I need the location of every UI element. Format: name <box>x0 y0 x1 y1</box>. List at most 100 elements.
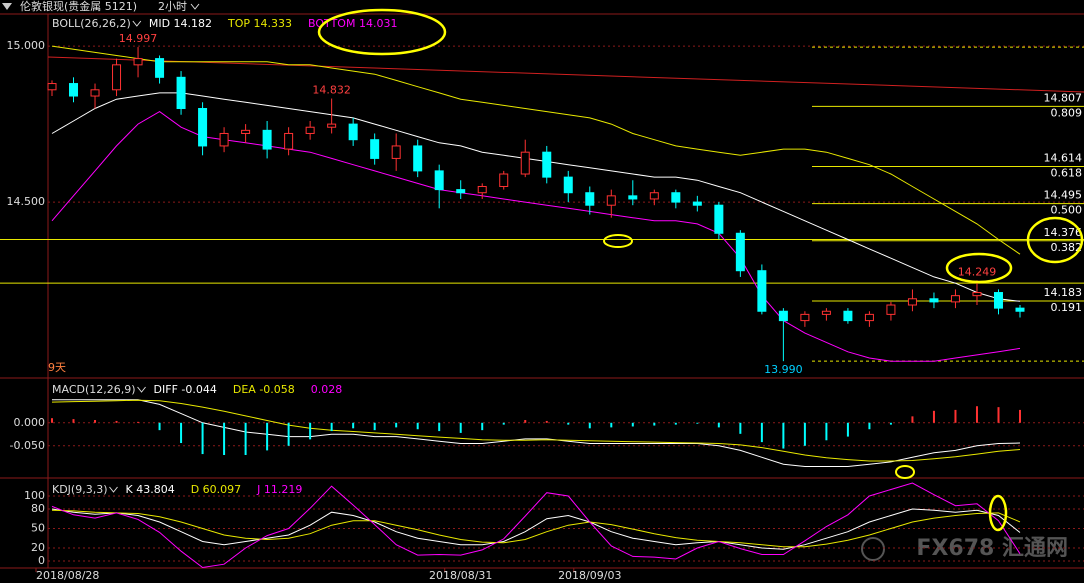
candle-body <box>929 298 939 303</box>
candle-body <box>370 139 380 159</box>
candle-body <box>391 145 401 159</box>
candle-body <box>843 310 853 322</box>
y-tick-label: -0.050 <box>10 439 45 452</box>
legend-entry: MID 14.182 <box>149 17 212 30</box>
candle-body <box>972 292 982 297</box>
price-annotation: 14.832 <box>312 84 351 97</box>
indicator-line <box>51 482 1021 569</box>
legend-title: KDJ(9,3,3) <box>52 483 108 496</box>
legend-entry: 0.028 <box>311 383 343 396</box>
candle-body <box>112 64 122 91</box>
candle-body <box>950 295 960 303</box>
candle-body <box>241 129 251 134</box>
candle-body <box>456 189 466 194</box>
candle-body <box>47 83 57 91</box>
candle-body <box>886 304 896 315</box>
indicator-line <box>51 111 1021 362</box>
candle-body <box>714 204 724 234</box>
period: 2小时 <box>158 0 187 13</box>
fib-price: 14.376 <box>1044 226 1083 239</box>
indicator-line <box>51 92 1021 302</box>
y-tick-label: 50 <box>31 521 45 534</box>
fib-ratio: 0.191 <box>1051 301 1083 314</box>
candle-body <box>219 132 229 147</box>
fib-price: 14.807 <box>1044 91 1083 104</box>
indicator-line <box>51 399 1021 462</box>
candle-body <box>907 298 917 306</box>
trend-line <box>47 56 1084 93</box>
indicator-line <box>51 508 1021 550</box>
highlight <box>1026 216 1084 264</box>
candle-body <box>90 89 100 97</box>
y-tick-label: 20 <box>31 541 45 554</box>
fib-ratio: 0.500 <box>1051 204 1083 217</box>
candle-body <box>821 310 831 315</box>
candle-body <box>542 151 552 178</box>
candle-body <box>520 151 530 175</box>
legend-entry: BOTTOM 14.031 <box>308 17 397 30</box>
candle-body <box>864 313 874 322</box>
candle-body <box>155 58 165 78</box>
indicator-line <box>51 45 1021 255</box>
x-tick-label: 2018/09/03 <box>558 569 621 582</box>
candle-body <box>262 129 272 150</box>
indicator-line <box>51 509 1021 548</box>
fib-ratio: 0.618 <box>1051 167 1083 180</box>
candle-body <box>778 310 788 322</box>
fib-ratio: 0.382 <box>1051 241 1083 254</box>
legend-chevron <box>137 386 146 393</box>
fib-ratio: 0.809 <box>1051 106 1083 119</box>
x-tick-label: 2018/08/31 <box>429 569 492 582</box>
menu-icon <box>2 3 12 10</box>
x-tick-label: 2018/08/28 <box>36 569 99 582</box>
candle-body <box>284 132 294 150</box>
legend-title: BOLL(26,26,2) <box>52 17 131 30</box>
candle-body <box>800 313 810 322</box>
highlight <box>895 465 915 479</box>
fib-price: 14.614 <box>1044 152 1083 165</box>
instrument-title: 伦敦银现(贵金属 5121) <box>20 0 137 13</box>
candle-body <box>671 192 681 203</box>
indicator-line <box>52 399 1021 467</box>
y-tick-label: 0.000 <box>14 416 46 429</box>
candle-body <box>585 192 595 206</box>
candle-body <box>305 126 315 134</box>
y-tick-label: 100 <box>24 489 45 502</box>
legend-chevron <box>132 20 142 27</box>
candle-body <box>563 176 573 194</box>
legend-entry: K 43.804 <box>126 483 175 496</box>
candle-body <box>649 192 659 200</box>
candle-body <box>477 185 487 194</box>
highlight <box>945 252 1013 284</box>
legend-chevron <box>109 486 118 493</box>
legend-entry: TOP 14.333 <box>227 17 292 30</box>
candle-body <box>735 232 745 272</box>
period-note: 9天 <box>48 361 66 374</box>
highlight <box>317 8 447 56</box>
candle-body <box>69 83 79 97</box>
y-tick-label: 14.500 <box>7 195 46 208</box>
y-tick-label: 0 <box>38 554 45 567</box>
candle-body <box>348 123 358 141</box>
legend-entry: DEA -0.058 <box>233 383 295 396</box>
y-tick-label: 80 <box>31 502 45 515</box>
candle-body <box>176 76 186 110</box>
price-annotation: 13.990 <box>764 363 803 376</box>
fib-price: 14.183 <box>1044 286 1083 299</box>
watermark: FX678 汇通网 <box>916 536 1068 561</box>
candle-body <box>692 201 702 206</box>
legend-entry: J 11.219 <box>256 483 302 496</box>
y-tick-label: 15.000 <box>7 39 46 52</box>
period-chevron <box>190 3 200 10</box>
candle-body <box>1015 307 1025 312</box>
price-annotation: 14.997 <box>119 32 158 45</box>
candle-body <box>757 270 767 312</box>
fib-price: 14.495 <box>1044 189 1083 202</box>
price-annotation: 14.249 <box>958 265 997 278</box>
candle-body <box>198 108 208 147</box>
candle-body <box>327 123 337 128</box>
legend-entry: D 60.097 <box>191 483 241 496</box>
legend-title: MACD(12,26,9) <box>52 383 136 396</box>
